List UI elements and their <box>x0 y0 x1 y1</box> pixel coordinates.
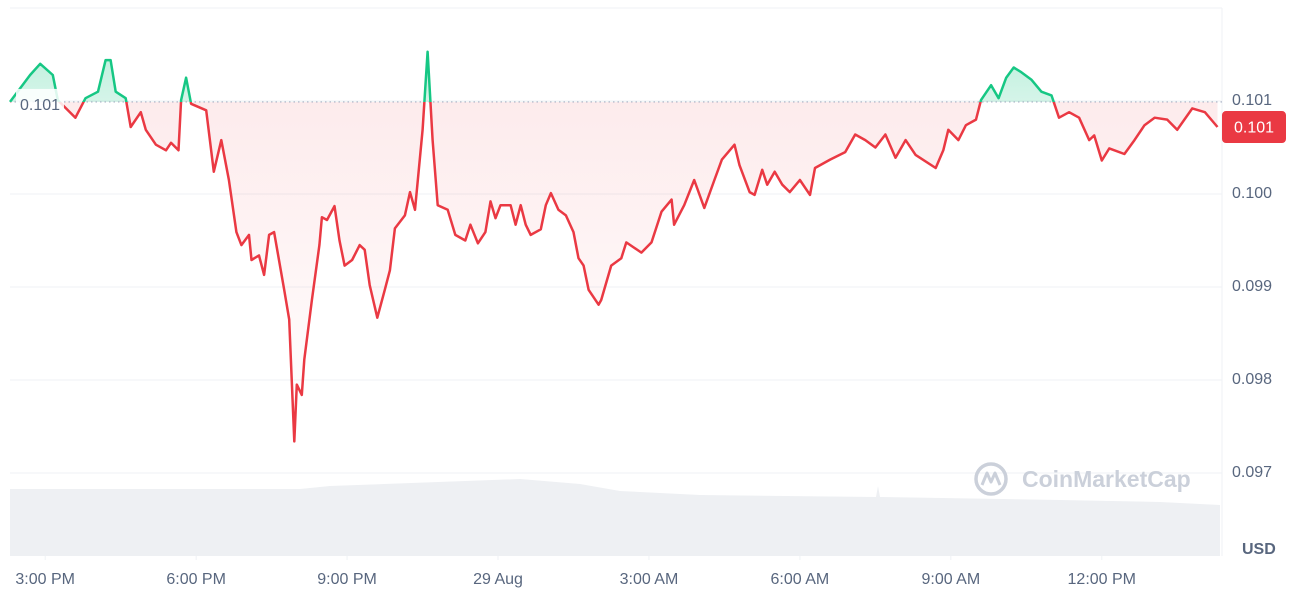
x-tick-label: 3:00 PM <box>15 571 75 588</box>
watermark-text: CoinMarketCap <box>1022 466 1191 492</box>
watermark-logo <box>980 471 1002 486</box>
plot: 0.101 0.101 <box>8 50 1286 443</box>
x-tick-label: 9:00 AM <box>921 571 980 588</box>
x-tick-label: 12:00 PM <box>1068 571 1136 588</box>
baseline-label: 0.101 <box>20 97 60 114</box>
y-tick-label: 0.100 <box>1232 185 1272 202</box>
currency-label: USD <box>1242 541 1276 558</box>
x-tick-label: 6:00 AM <box>771 571 830 588</box>
last-price-label: 0.101 <box>1234 119 1274 136</box>
grid <box>10 100 1222 474</box>
y-tick-label: 0.099 <box>1232 278 1272 295</box>
watermark-logo <box>974 462 1008 496</box>
x-tick-label: 6:00 PM <box>166 571 226 588</box>
x-tick-label: 3:00 AM <box>620 571 679 588</box>
volume-area <box>10 479 1220 556</box>
price-area <box>10 51 1218 442</box>
baseline-label-bg <box>16 88 64 111</box>
x-tick-label: 29 Aug <box>473 571 523 588</box>
price-line <box>8 50 1219 443</box>
y-tick-label: 0.101 <box>1232 92 1272 109</box>
watermark: CoinMarketCap <box>974 462 1191 496</box>
y-tick-label: 0.097 <box>1232 464 1272 481</box>
x-tick-label: 9:00 PM <box>317 571 377 588</box>
y-tick-label: 0.098 <box>1232 371 1272 388</box>
last-price-tag <box>1222 111 1286 144</box>
